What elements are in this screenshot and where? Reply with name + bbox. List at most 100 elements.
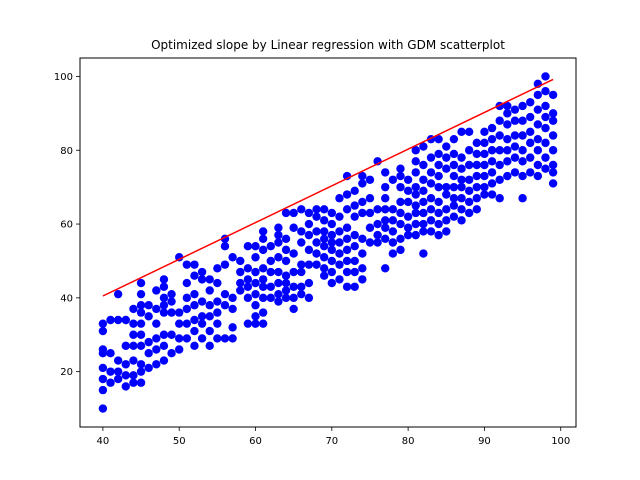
data-point bbox=[342, 282, 352, 291]
data-point bbox=[98, 385, 108, 395]
data-point bbox=[304, 293, 314, 303]
data-point bbox=[464, 160, 474, 170]
data-point bbox=[144, 363, 153, 373]
data-point bbox=[197, 275, 207, 284]
data-point bbox=[136, 278, 146, 288]
data-point bbox=[442, 227, 451, 236]
data-point bbox=[358, 171, 367, 181]
data-point bbox=[350, 186, 359, 196]
data-point bbox=[487, 190, 497, 199]
data-point bbox=[327, 208, 337, 218]
data-point bbox=[510, 105, 520, 114]
data-point bbox=[182, 334, 192, 343]
data-point bbox=[129, 341, 138, 351]
data-point bbox=[464, 146, 474, 155]
data-point bbox=[281, 293, 291, 303]
data-point bbox=[182, 278, 192, 288]
data-point bbox=[449, 201, 459, 210]
data-point bbox=[297, 260, 306, 269]
data-point bbox=[228, 334, 237, 343]
data-point bbox=[373, 238, 382, 247]
data-point bbox=[297, 227, 306, 236]
data-point bbox=[381, 234, 390, 244]
data-point bbox=[449, 194, 459, 203]
data-point bbox=[396, 164, 405, 173]
data-point bbox=[464, 186, 474, 196]
data-point bbox=[510, 168, 520, 177]
data-point bbox=[289, 267, 298, 277]
data-point bbox=[220, 260, 230, 269]
data-point bbox=[327, 256, 337, 266]
data-point bbox=[106, 367, 115, 376]
data-point bbox=[113, 289, 123, 299]
data-point bbox=[449, 134, 459, 144]
data-point bbox=[136, 301, 146, 310]
data-point bbox=[274, 267, 283, 277]
data-point bbox=[411, 208, 420, 218]
data-point bbox=[403, 197, 413, 207]
data-point bbox=[266, 293, 275, 303]
data-point bbox=[213, 264, 222, 273]
data-point bbox=[434, 149, 443, 159]
data-point bbox=[495, 175, 504, 184]
data-point bbox=[541, 153, 550, 162]
data-point bbox=[442, 153, 451, 162]
data-point bbox=[98, 319, 108, 328]
data-point bbox=[251, 278, 260, 288]
data-point bbox=[175, 345, 184, 354]
data-point bbox=[518, 194, 527, 203]
data-point bbox=[503, 120, 512, 129]
data-point bbox=[480, 160, 489, 170]
x-tick-label: 80 bbox=[402, 436, 415, 447]
regression-line-layer bbox=[102, 78, 554, 297]
data-point bbox=[396, 219, 405, 229]
data-point bbox=[243, 264, 253, 273]
data-point bbox=[297, 289, 306, 299]
data-point bbox=[243, 241, 253, 251]
data-point bbox=[526, 98, 535, 107]
data-point bbox=[350, 256, 359, 266]
data-point bbox=[472, 160, 481, 170]
data-point bbox=[121, 315, 130, 325]
data-point bbox=[342, 205, 352, 214]
data-point bbox=[243, 282, 253, 291]
data-point bbox=[205, 275, 214, 284]
data-point bbox=[197, 334, 207, 343]
data-point bbox=[175, 319, 184, 328]
data-point bbox=[426, 216, 436, 225]
data-point bbox=[548, 146, 558, 155]
data-point bbox=[213, 319, 222, 328]
data-point bbox=[487, 134, 497, 144]
data-point bbox=[335, 238, 344, 247]
data-point bbox=[281, 278, 291, 288]
data-point bbox=[381, 205, 390, 214]
data-point bbox=[274, 253, 283, 262]
data-point bbox=[472, 138, 481, 148]
data-point bbox=[159, 341, 169, 351]
data-point bbox=[251, 241, 260, 251]
data-point bbox=[281, 208, 291, 218]
data-point bbox=[121, 371, 130, 380]
data-point bbox=[190, 289, 199, 299]
data-point bbox=[319, 253, 329, 262]
data-point bbox=[236, 256, 245, 266]
data-point bbox=[411, 219, 420, 229]
data-point bbox=[350, 282, 359, 291]
data-point bbox=[541, 72, 550, 81]
data-point bbox=[342, 245, 352, 255]
data-point bbox=[442, 164, 451, 173]
data-point bbox=[190, 271, 199, 280]
data-point bbox=[167, 289, 176, 299]
data-point bbox=[304, 208, 314, 218]
data-point bbox=[449, 149, 459, 159]
data-point bbox=[258, 282, 268, 291]
data-point bbox=[358, 179, 367, 188]
data-point bbox=[319, 205, 329, 214]
data-point bbox=[503, 101, 512, 111]
data-point bbox=[457, 194, 466, 203]
data-point bbox=[419, 219, 428, 229]
data-point bbox=[495, 160, 504, 170]
data-point bbox=[205, 341, 214, 351]
data-point bbox=[236, 286, 245, 295]
